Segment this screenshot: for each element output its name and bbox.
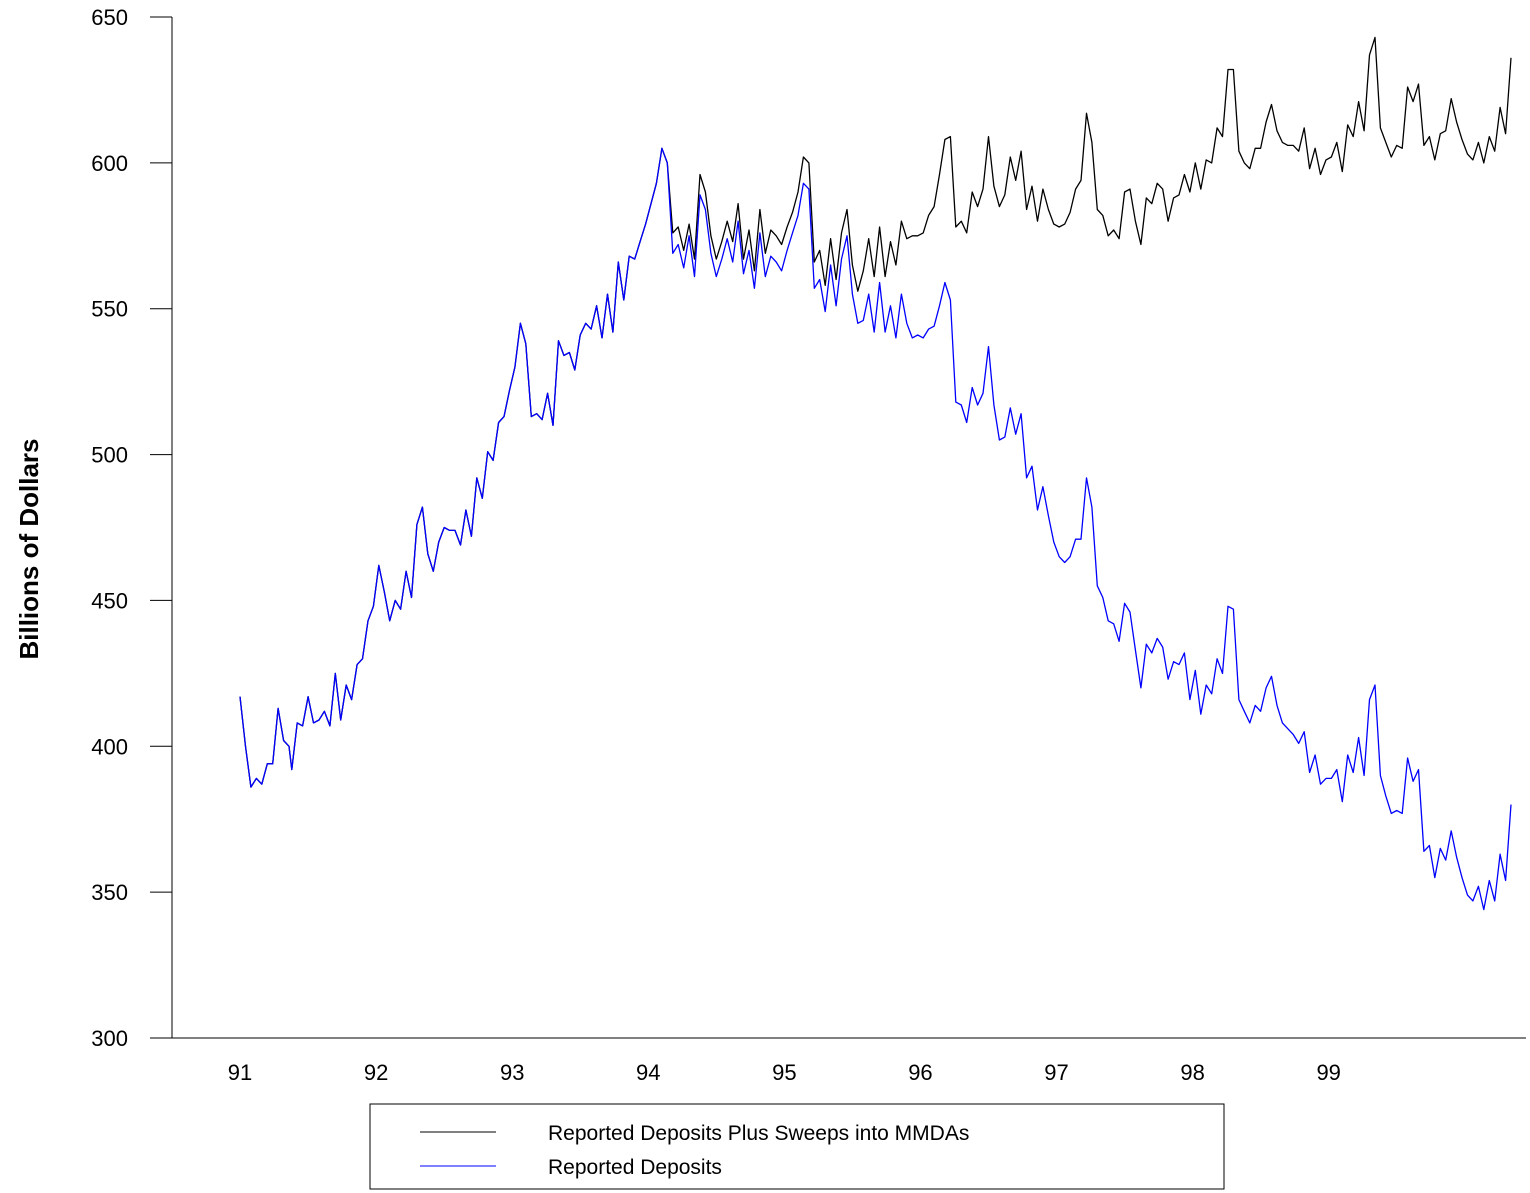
series-line-reported: [239, 147, 1512, 911]
y-axis-title-layer: Billions of Dollars: [14, 438, 44, 659]
x-tick-label: 93: [500, 1060, 524, 1085]
x-tick-label: 97: [1044, 1060, 1068, 1085]
legend-label-sweeps: Reported Deposits Plus Sweeps into MMDAs: [548, 1122, 969, 1145]
x-tick-label: 92: [364, 1060, 388, 1085]
y-tick-label: 600: [91, 151, 128, 176]
legend-label-reported: Reported Deposits: [548, 1156, 722, 1179]
y-tick-label: 550: [91, 297, 128, 322]
axes: 300 350 400 450 500 550 600 650 91 92 93 94 95 96 97 98…: [91, 5, 1526, 1085]
y-tick-label: 450: [91, 588, 128, 613]
x-tick-label: 98: [1180, 1060, 1204, 1085]
x-tick-label: 96: [908, 1060, 932, 1085]
y-axis-title: Billions of Dollars: [14, 438, 44, 659]
x-tick-label: 94: [636, 1060, 660, 1085]
legend: Reported Deposits Plus Sweeps into MMDAs…: [369, 1103, 1225, 1190]
series-line-sweeps: [239, 36, 1512, 788]
x-tick-label: 95: [772, 1060, 796, 1085]
y-tick-label: 350: [91, 880, 128, 905]
legend-box: [369, 1103, 1225, 1190]
x-tick-label: 99: [1316, 1060, 1340, 1085]
y-tick-label: 650: [91, 5, 128, 30]
x-tick-label: 91: [228, 1060, 252, 1085]
y-tick-label: 500: [91, 443, 128, 468]
series-lines: [239, 36, 1512, 911]
y-tick-label: 400: [91, 734, 128, 759]
y-tick-label: 300: [91, 1026, 128, 1051]
